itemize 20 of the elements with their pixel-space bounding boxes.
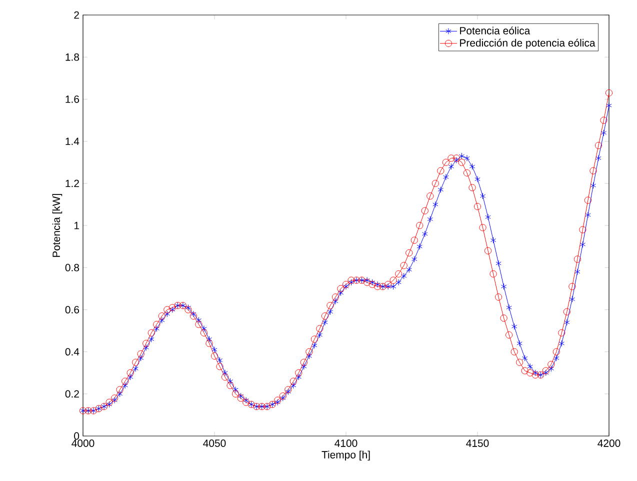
y-tick-label: 0.4 [65,348,80,356]
y-tick-label: 0.2 [65,390,79,398]
x-tick-label: 4200 [598,440,620,447]
y-tick-label: 1.6 [66,96,80,103]
y-tick-label: 1.8 [66,53,80,61]
y-tick-label: 1.4 [66,138,80,145]
x-tick-label: 4100 [334,440,358,447]
y-tick-label: 0.8 [65,264,80,272]
y-tick-label: 1 [74,222,79,230]
y-tick-label: 0.6 [65,306,80,314]
x-tick-label: 4000 [72,440,94,447]
y-tick-label: 0 [74,432,80,440]
legend-label: Potencia eólica [460,26,530,34]
y-tick-label: 1.2 [66,180,79,188]
x-tick-label: 4150 [466,440,489,447]
legend-label: Predicción de potencia eólica [460,38,596,49]
x-axis-title: Tiempo [h] [322,450,370,461]
y-axis-title: Potencia [kW] [52,194,62,257]
x-tick-label: 4050 [203,440,226,447]
y-tick-label: 2 [74,11,79,19]
